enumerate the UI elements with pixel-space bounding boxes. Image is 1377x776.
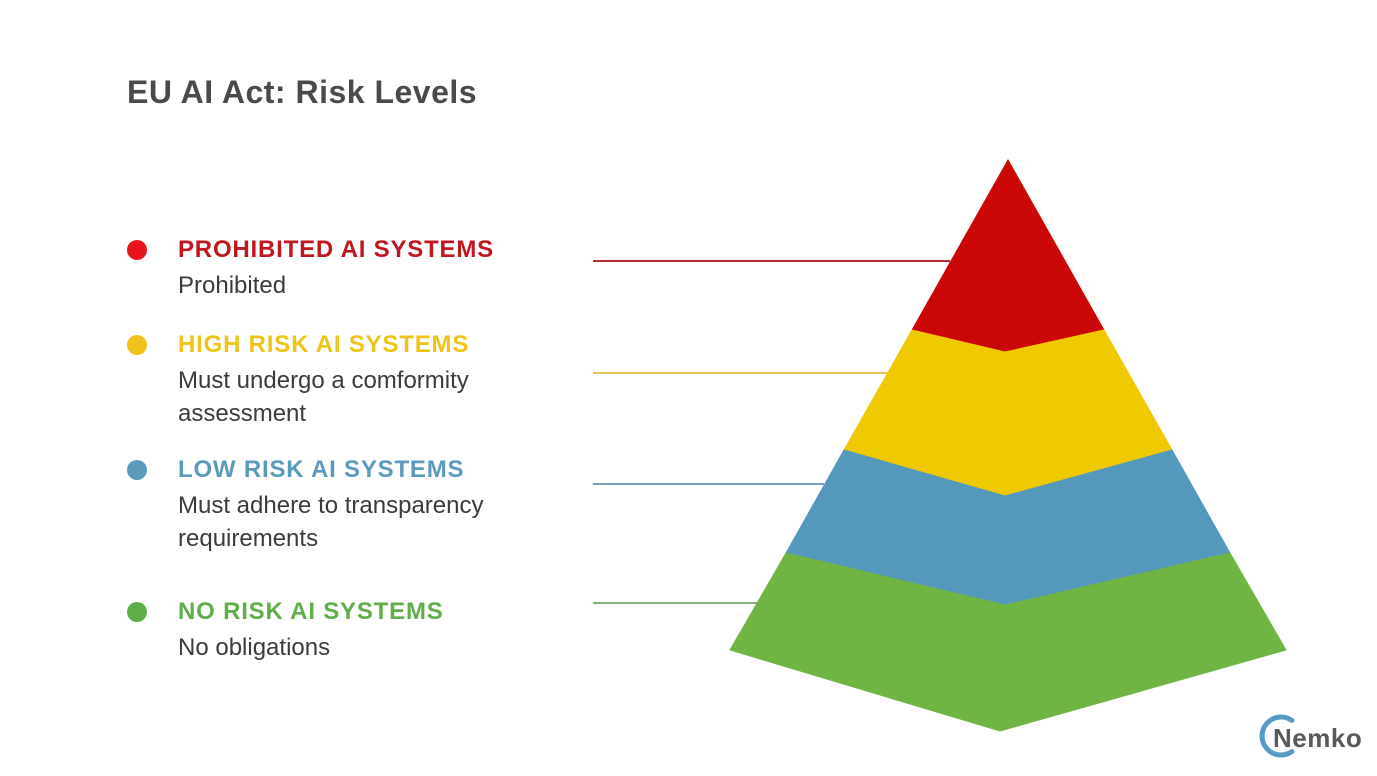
legend-item-high-risk: HIGH RISK AI SYSTEMS Must undergo a comf…: [127, 331, 528, 430]
legend-description-high-risk: Must undergo a comformity assessment: [178, 367, 469, 427]
legend-description-prohibited: Prohibited: [178, 272, 287, 299]
page-title: EU AI Act: Risk Levels: [127, 74, 478, 110]
legend-heading-low-risk: LOW RISK AI SYSTEMS: [178, 456, 465, 483]
nemko-logo-text: Nemko: [1273, 723, 1363, 753]
pyramid-band-prohibited: [911, 158, 1105, 353]
legend-description-no-risk: No obligations: [178, 634, 331, 661]
connector-line-prohibited: [593, 260, 950, 262]
no-risk-dot-icon: [127, 602, 147, 622]
legend-item-prohibited: PROHIBITED AI SYSTEMS Prohibited: [127, 236, 494, 302]
legend-item-no-risk: NO RISK AI SYSTEMS No obligations: [127, 598, 444, 664]
low-risk-dot-icon: [127, 460, 147, 480]
legend-heading-prohibited: PROHIBITED AI SYSTEMS: [178, 236, 494, 263]
connector-line-high-risk: [593, 372, 887, 374]
nemko-ring-arc: [1259, 714, 1295, 758]
high-risk-dot-icon: [127, 335, 147, 355]
prohibited-dot-icon: [127, 240, 147, 260]
nemko-logo: Nemko: [1255, 706, 1370, 768]
connector-line-no-risk: [593, 602, 757, 604]
nemko-ring-icon: [1259, 714, 1295, 758]
legend-heading-no-risk: NO RISK AI SYSTEMS: [178, 598, 444, 625]
connector-line-low-risk: [593, 483, 824, 485]
legend-description-low-risk: Must adhere to transparency requirements: [178, 492, 484, 552]
legend-heading-high-risk: HIGH RISK AI SYSTEMS: [178, 331, 470, 358]
pyramid-band-no-risk: [729, 552, 1287, 732]
legend-item-low-risk: LOW RISK AI SYSTEMS Must adhere to trans…: [127, 456, 528, 555]
